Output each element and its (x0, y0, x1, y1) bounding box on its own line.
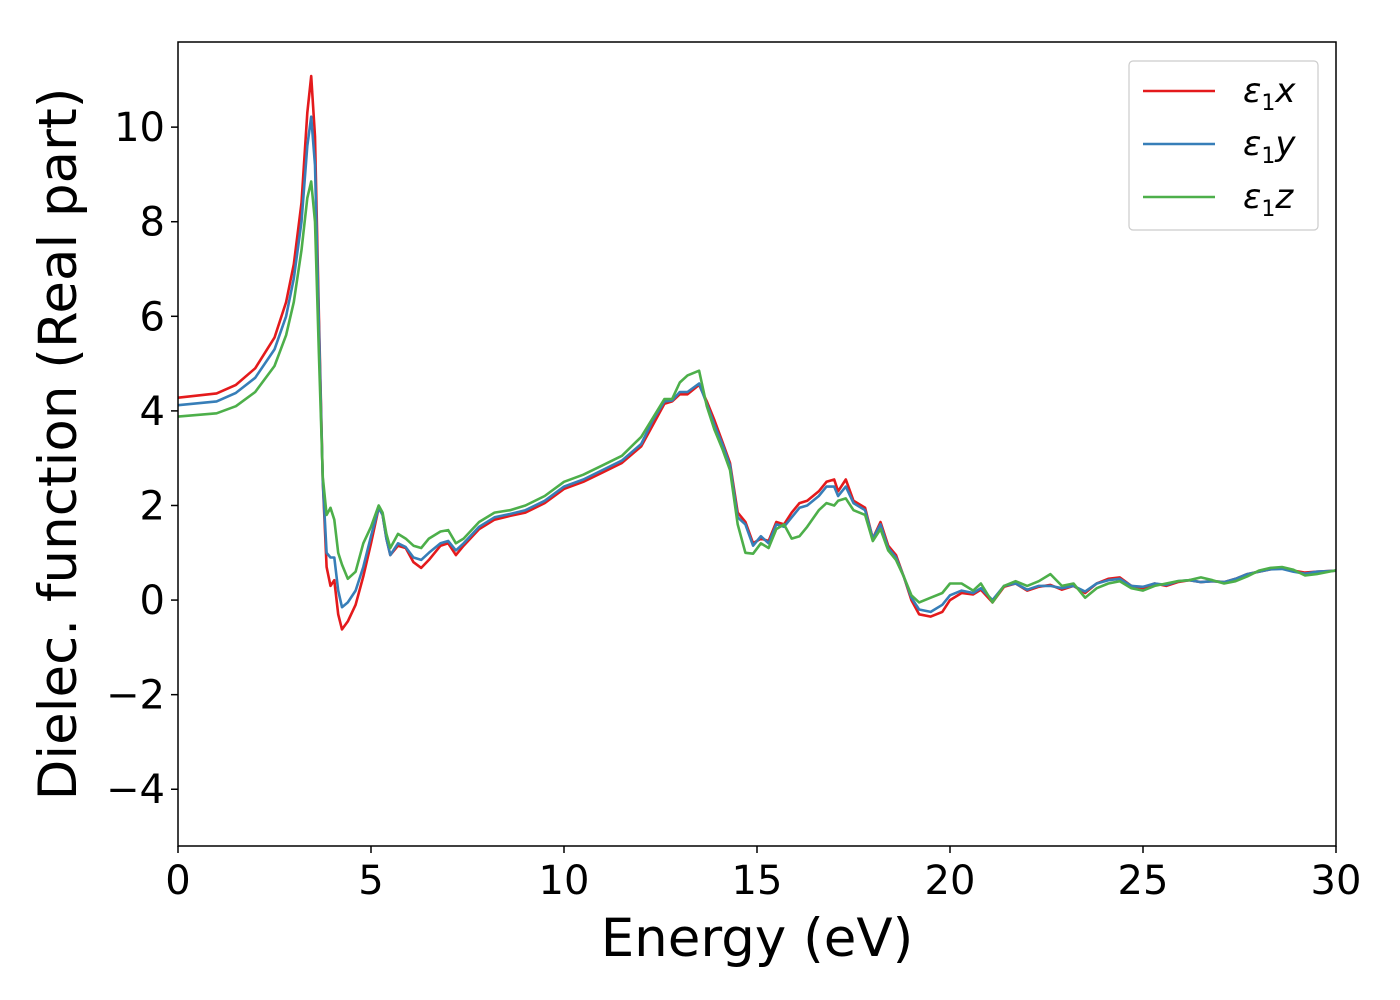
legend: ε1x ε1y ε1z (1128, 60, 1319, 231)
y-tick-label: 0 (140, 578, 165, 624)
ticks-layer: 0 5 10 15 20 25 30 −4 −2 0 2 4 6 8 10 (106, 105, 1361, 904)
series-layer (178, 74, 1336, 631)
legend-label-3: ε1z (1243, 177, 1294, 222)
legend-label-1: ε1x (1243, 71, 1296, 116)
x-tick-label: 5 (358, 858, 383, 904)
x-tick-label: 30 (1311, 858, 1362, 904)
y-tick-label: −2 (106, 673, 165, 719)
legend-label-2: ε1y (1243, 124, 1296, 169)
x-axis-label: Energy (eV) (601, 908, 914, 969)
y-tick-label: 2 (140, 483, 165, 529)
y-tick-label: −4 (106, 767, 165, 813)
y-tick-label: 4 (140, 389, 165, 435)
legend-frame (1128, 60, 1319, 231)
y-tick-label: 8 (140, 200, 165, 246)
x-tick-label: 25 (1118, 858, 1169, 904)
y-tick-label: 10 (114, 105, 165, 151)
x-tick-label: 15 (732, 858, 783, 904)
series-line-3 (178, 180, 1336, 604)
x-tick-label: 20 (925, 858, 976, 904)
y-tick-label: 6 (140, 294, 165, 340)
x-tick-label: 10 (539, 858, 590, 904)
series-line-2 (178, 115, 1336, 614)
y-axis-label: Dielec. function (Real part) (28, 88, 89, 801)
x-tick-label: 0 (165, 858, 190, 904)
legend-items: ε1x ε1y ε1z (1143, 71, 1296, 222)
